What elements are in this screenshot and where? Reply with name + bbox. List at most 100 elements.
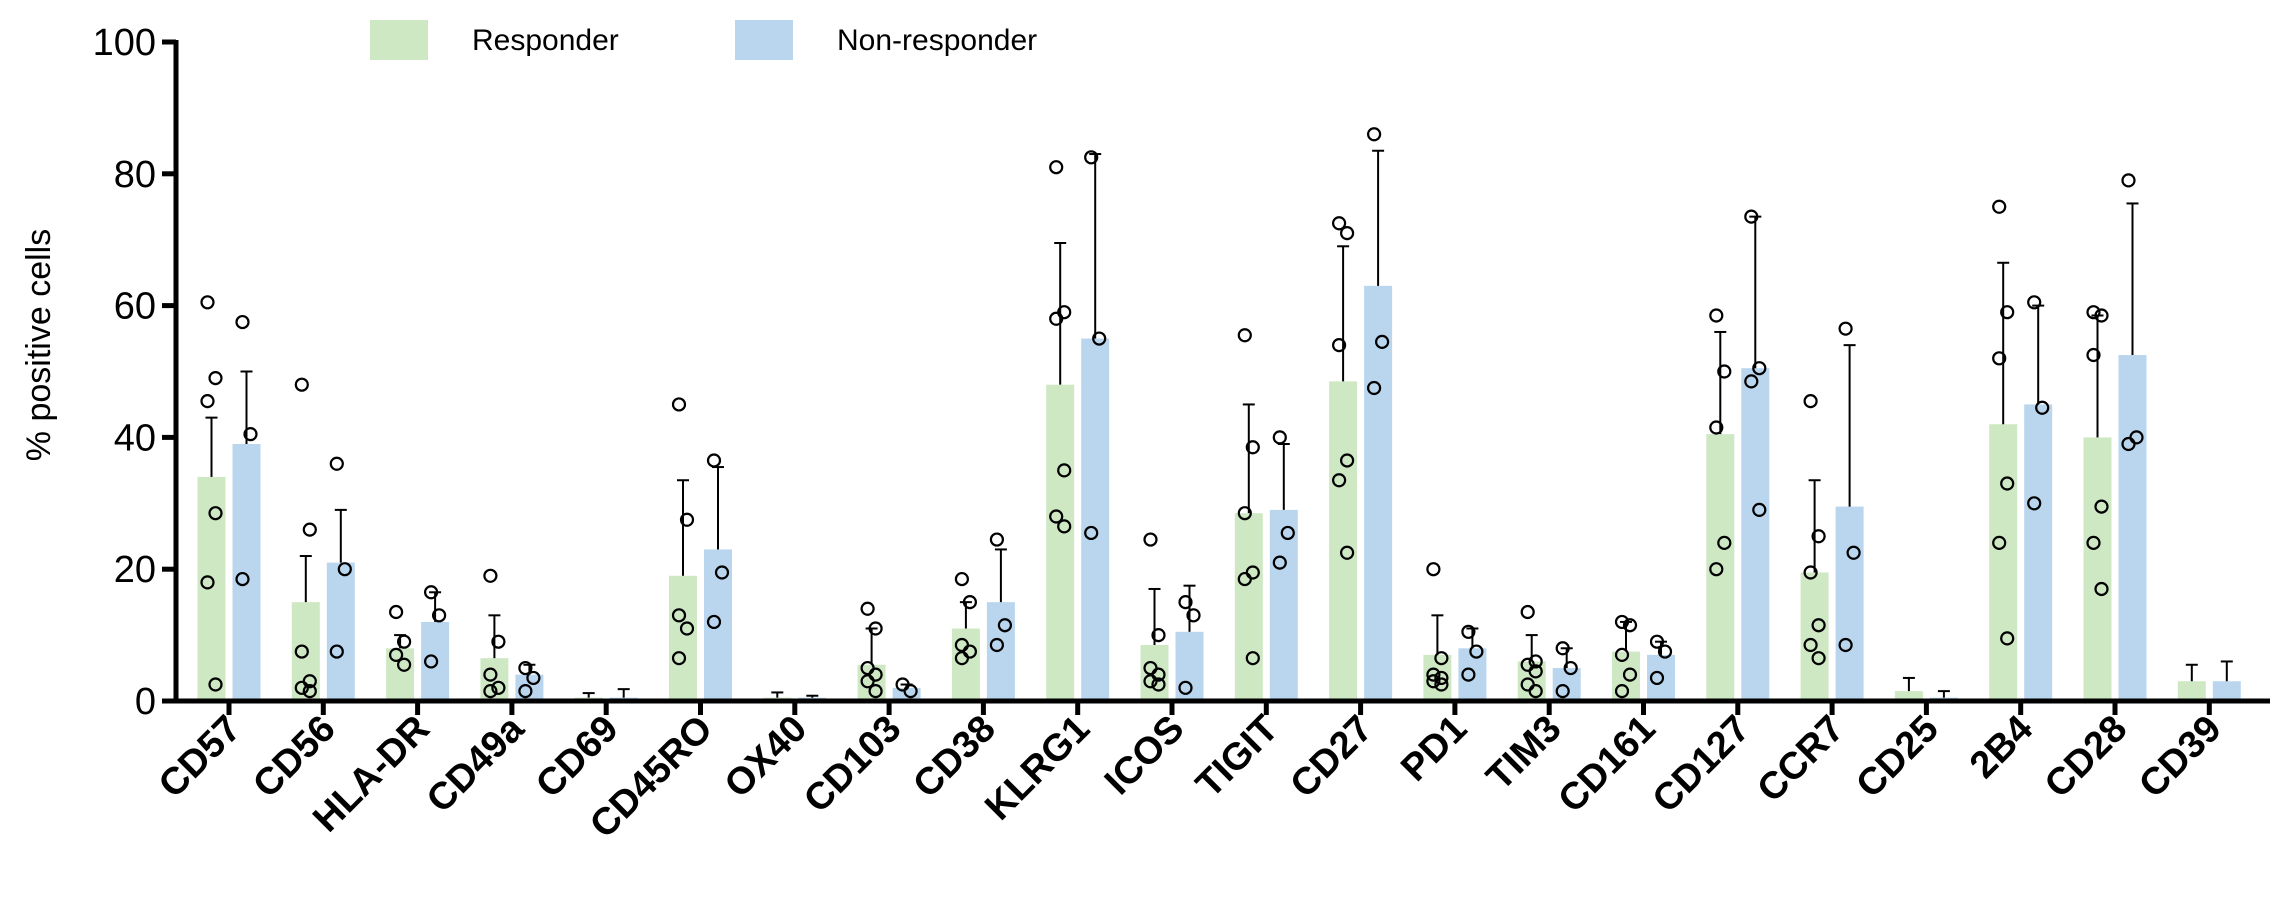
bar [1835, 506, 1864, 701]
data-point [1237, 571, 1252, 587]
data-point [1426, 562, 1441, 577]
data-point [1520, 604, 1535, 620]
data-point [1092, 331, 1107, 346]
y-tick-label: 20 [114, 549, 156, 591]
data-point [1469, 644, 1484, 659]
data-point [989, 532, 1005, 547]
bar [1894, 691, 1923, 701]
data-point [1178, 680, 1193, 695]
data-point [1366, 127, 1382, 142]
data-point [235, 571, 250, 587]
data-point [1528, 664, 1543, 679]
data-point [2035, 400, 2050, 415]
data-point [2000, 631, 2015, 646]
data-point [491, 680, 506, 695]
data-point [706, 453, 722, 468]
bar [1741, 368, 1770, 701]
error-bar [865, 627, 878, 665]
data-point [1461, 667, 1476, 682]
data-point [235, 314, 250, 330]
y-tick-label: 80 [114, 154, 156, 196]
bar [2118, 355, 2147, 701]
data-point [1057, 519, 1072, 534]
data-point [2027, 496, 2042, 511]
x-tick-label: CD57 [151, 708, 249, 806]
data-point [1752, 361, 1767, 376]
data-point [1434, 651, 1449, 666]
data-point [2000, 476, 2015, 491]
data-point [1709, 420, 1724, 435]
x-tick-label: CD27 [1283, 708, 1381, 806]
data-point [1811, 651, 1826, 666]
data-point [2086, 305, 2101, 320]
data-point [424, 654, 439, 669]
data-point [671, 397, 687, 412]
data-point [1084, 150, 1099, 165]
data-point [1143, 532, 1158, 547]
data-point [1717, 364, 1732, 379]
data-point [518, 660, 533, 676]
data-point [679, 512, 695, 527]
data-point [1803, 637, 1818, 653]
error-bar [1277, 442, 1290, 510]
data-point [714, 565, 730, 580]
data-point [1528, 684, 1543, 699]
error-bar [1808, 479, 1821, 573]
data-point [1992, 535, 2007, 550]
data-point [1339, 453, 1355, 468]
data-point [2086, 347, 2101, 363]
bar [2024, 404, 2053, 701]
data-point [208, 370, 223, 386]
data-point [962, 595, 978, 610]
error-bar [1937, 690, 1950, 698]
data-point [903, 684, 918, 699]
error-bar [1997, 261, 2010, 425]
x-tick-label: CD39 [2131, 708, 2229, 806]
legend-label: Responder [472, 24, 619, 57]
data-point [1563, 660, 1578, 676]
data-point [1803, 394, 1818, 409]
data-point [1657, 644, 1673, 659]
data-point [1838, 637, 1853, 653]
bar [1234, 513, 1263, 701]
data-point [1280, 525, 1295, 541]
data-point [1622, 618, 1638, 633]
data-point [706, 614, 722, 630]
data-point [868, 684, 883, 699]
data-point [679, 621, 695, 636]
bar [1329, 381, 1358, 701]
data-point [1614, 614, 1630, 630]
data-point [1717, 535, 1732, 550]
data-point [2027, 295, 2042, 310]
bar [326, 562, 355, 701]
data-point [2094, 581, 2109, 597]
data-point [1992, 199, 2007, 214]
error-bar [240, 370, 253, 444]
legend-swatch [370, 20, 428, 60]
data-point [2000, 305, 2015, 320]
error-bar [1183, 584, 1196, 632]
x-tick-label: CD25 [1848, 708, 1946, 806]
x-tick-label: CD49a [419, 707, 533, 821]
error-bar [1902, 676, 1915, 692]
bar [2212, 681, 2241, 701]
bar [1800, 572, 1829, 701]
data-point [518, 684, 533, 699]
error-bar [334, 508, 347, 563]
bar [1364, 285, 1393, 701]
data-point [1143, 674, 1158, 689]
error-bar [677, 479, 689, 576]
data-point [1992, 351, 2007, 366]
error-bar [1714, 330, 1727, 435]
data-point [1331, 473, 1347, 488]
data-point [997, 618, 1013, 633]
bar [1269, 509, 1298, 701]
x-tick-label: CD161 [1551, 708, 1664, 821]
data-point [526, 670, 541, 686]
data-point [1426, 674, 1441, 689]
error-bar [299, 555, 312, 603]
error-bar [617, 688, 630, 698]
data-point [337, 562, 352, 577]
x-tick-label: CD28 [2037, 708, 2135, 806]
data-point [1245, 440, 1260, 455]
